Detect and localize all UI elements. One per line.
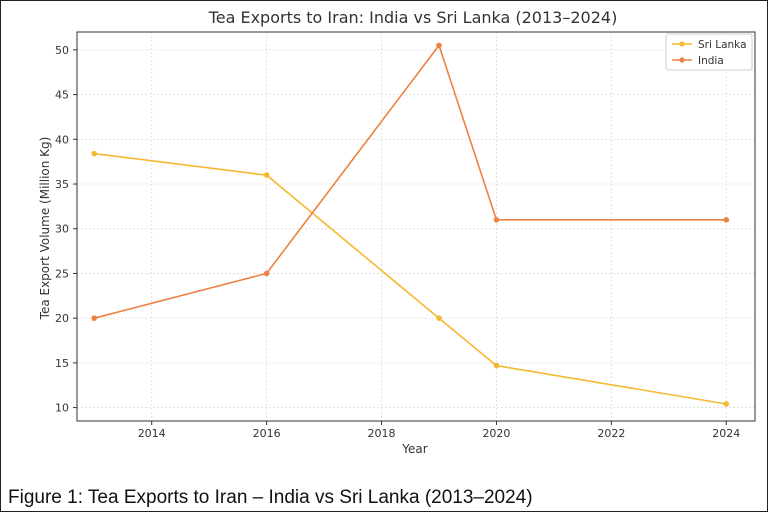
x-tick-label: 2020 xyxy=(482,427,510,440)
data-point-sri-lanka xyxy=(91,150,98,157)
y-tick-label: 30 xyxy=(55,223,69,236)
data-point-sri-lanka xyxy=(263,172,270,178)
legend-entry-india: India xyxy=(672,55,724,67)
x-tick-label: 2014 xyxy=(138,427,166,440)
data-point-india xyxy=(263,270,270,277)
y-tick-label: 25 xyxy=(55,267,69,280)
data-point-india xyxy=(91,315,98,321)
y-tick-label: 50 xyxy=(55,44,69,57)
data-point-india xyxy=(723,216,730,223)
y-tick-label: 15 xyxy=(55,357,69,370)
legend-box xyxy=(665,33,753,71)
y-tick-label: 40 xyxy=(55,133,69,146)
y-tick-label: 45 xyxy=(55,89,69,102)
data-point-sri-lanka xyxy=(723,401,730,407)
figure-caption: Figure 1: Tea Exports to Iran – India vs… xyxy=(8,487,533,508)
x-tick-label: 2018 xyxy=(368,427,396,440)
data-point-india xyxy=(436,42,442,49)
series-line-india xyxy=(93,44,727,319)
x-axis-label: Year xyxy=(401,442,427,456)
legend-marker-sri-lanka xyxy=(679,41,685,47)
y-tick-label: 35 xyxy=(55,178,69,191)
axis-ticks: 2014 2016 2018 2020 2022 2024 10 15 20 25 30 35 40 45… xyxy=(55,44,740,440)
plot-area xyxy=(76,31,756,422)
series-line-sri-lanka xyxy=(94,152,727,405)
grid-lines xyxy=(77,32,755,421)
y-tick-label: 20 xyxy=(55,312,69,325)
legend-marker-india xyxy=(679,57,685,63)
legend: Sri Lanka India xyxy=(665,33,753,71)
series-lines xyxy=(91,42,730,407)
legend-label-india: India xyxy=(698,55,724,67)
x-tick-label: 2024 xyxy=(712,427,740,440)
y-tick-label: 10 xyxy=(55,402,69,415)
chart-title: Tea Exports to Iran: India vs Sri Lanka … xyxy=(208,8,618,27)
legend-label-sri-lanka: Sri Lanka xyxy=(698,39,747,51)
legend-entry-sri-lanka: Sri Lanka xyxy=(672,39,747,51)
data-point-sri-lanka xyxy=(436,315,442,321)
x-tick-label: 2022 xyxy=(597,427,625,440)
y-axis-label: Tea Export Volume (Million Kg) xyxy=(38,137,52,321)
x-tick-label: 2016 xyxy=(253,427,281,440)
data-point-sri-lanka xyxy=(493,362,500,369)
data-point-india xyxy=(493,216,500,223)
